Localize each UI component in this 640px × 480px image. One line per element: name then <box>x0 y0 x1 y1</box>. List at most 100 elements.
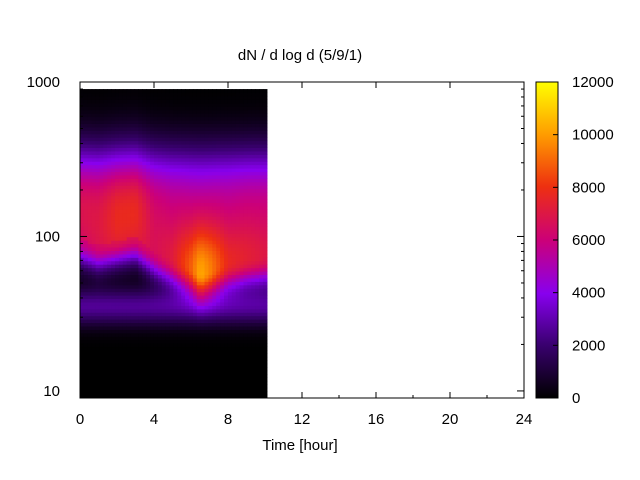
heatmap-cell <box>142 226 147 231</box>
heatmap-cell <box>204 161 210 166</box>
heatmap-cell <box>208 367 213 372</box>
heatmap-cell <box>185 346 190 351</box>
heatmap-cell <box>122 113 128 118</box>
heatmap-cell <box>107 226 112 231</box>
heatmap-cell <box>247 178 252 183</box>
heatmap-cell <box>150 202 155 207</box>
heatmap-cell <box>169 116 175 121</box>
heatmap-cell <box>99 99 104 104</box>
heatmap-cell <box>220 312 225 317</box>
heatmap-cell <box>259 322 264 327</box>
heatmap-cell <box>111 384 116 389</box>
heatmap-cell <box>220 174 225 179</box>
heatmap-cell <box>251 216 256 221</box>
heatmap-cell <box>103 288 108 293</box>
heatmap-cell <box>224 377 229 382</box>
heatmap-cell <box>243 377 248 382</box>
heatmap-cell <box>177 277 182 282</box>
heatmap-cell <box>80 236 85 241</box>
heatmap-cell <box>262 106 268 111</box>
heatmap-cell <box>173 284 178 289</box>
heatmap-cell <box>165 387 171 392</box>
heatmap-cell <box>83 274 89 279</box>
heatmap-cell <box>239 188 245 193</box>
heatmap-cell <box>130 171 136 176</box>
heatmap-cell <box>111 243 116 248</box>
heatmap-cell <box>247 109 252 114</box>
heatmap-cell <box>216 270 221 276</box>
heatmap-cell <box>192 174 198 179</box>
heatmap-cell <box>126 281 132 286</box>
heatmap-cell <box>196 356 202 361</box>
heatmap-cell <box>130 353 136 358</box>
heatmap-cell <box>115 229 120 234</box>
heatmap-cell <box>177 288 182 293</box>
heatmap-cell <box>216 394 221 398</box>
heatmap-cell <box>91 185 97 190</box>
heatmap-cell <box>208 89 213 94</box>
heatmap-cell <box>189 92 194 97</box>
heatmap-cell <box>103 284 108 289</box>
heatmap-cell <box>130 147 136 152</box>
heatmap-cell <box>251 267 256 272</box>
heatmap-cell <box>157 298 163 303</box>
heatmap-cell <box>231 373 237 378</box>
heatmap-cell <box>255 119 260 124</box>
heatmap-cell <box>239 325 245 330</box>
heatmap-cell <box>235 246 241 251</box>
heatmap-cell <box>231 315 237 320</box>
heatmap-cell <box>165 126 171 131</box>
heatmap-cell <box>173 178 178 183</box>
heatmap-cell <box>122 380 128 385</box>
heatmap-cell <box>111 154 116 159</box>
heatmap-cell <box>189 209 194 214</box>
heatmap-cell <box>185 164 190 169</box>
heatmap-cell <box>107 222 112 227</box>
heatmap-cell <box>243 394 248 398</box>
heatmap-cell <box>87 295 93 300</box>
heatmap-cell <box>87 243 93 248</box>
heatmap-cell <box>216 356 221 361</box>
heatmap-cell <box>95 89 101 94</box>
heatmap-cell <box>239 137 245 142</box>
heatmap-cell <box>107 137 112 142</box>
heatmap-cell <box>157 140 163 145</box>
heatmap-cell <box>153 181 159 186</box>
heatmap-cell <box>87 192 93 197</box>
heatmap-cell <box>118 260 124 265</box>
heatmap-cell <box>227 281 233 286</box>
heatmap-cell <box>146 281 151 286</box>
heatmap-cell <box>185 308 190 313</box>
heatmap-cell <box>227 95 233 100</box>
heatmap-cell <box>146 147 151 152</box>
heatmap-cell <box>196 174 202 179</box>
heatmap-cell <box>224 143 229 149</box>
heatmap-cell <box>126 277 132 282</box>
heatmap-cell <box>95 226 101 231</box>
heatmap-cell <box>247 150 252 155</box>
heatmap-cell <box>150 212 155 217</box>
heatmap-cell <box>134 284 139 289</box>
heatmap-cell <box>262 185 268 190</box>
heatmap-cell <box>216 89 221 94</box>
heatmap-cell <box>173 209 178 214</box>
heatmap-cell <box>196 89 202 94</box>
heatmap-cell <box>118 270 124 276</box>
heatmap-cell <box>153 336 159 341</box>
heatmap-cell <box>262 284 268 289</box>
heatmap-cell <box>220 288 225 293</box>
heatmap-cell <box>99 222 104 227</box>
heatmap-cell <box>99 113 104 118</box>
heatmap-cell <box>153 363 159 368</box>
heatmap-cell <box>216 301 221 306</box>
heatmap-cell <box>192 226 198 231</box>
heatmap-cell <box>161 319 167 324</box>
heatmap-cell <box>204 288 210 293</box>
heatmap-cell <box>118 301 124 306</box>
heatmap-cell <box>80 343 85 348</box>
heatmap-cell <box>165 346 171 351</box>
heatmap-cell <box>80 106 85 111</box>
heatmap-cell <box>200 346 206 351</box>
heatmap-cell <box>173 150 178 155</box>
heatmap-cell <box>208 147 213 152</box>
